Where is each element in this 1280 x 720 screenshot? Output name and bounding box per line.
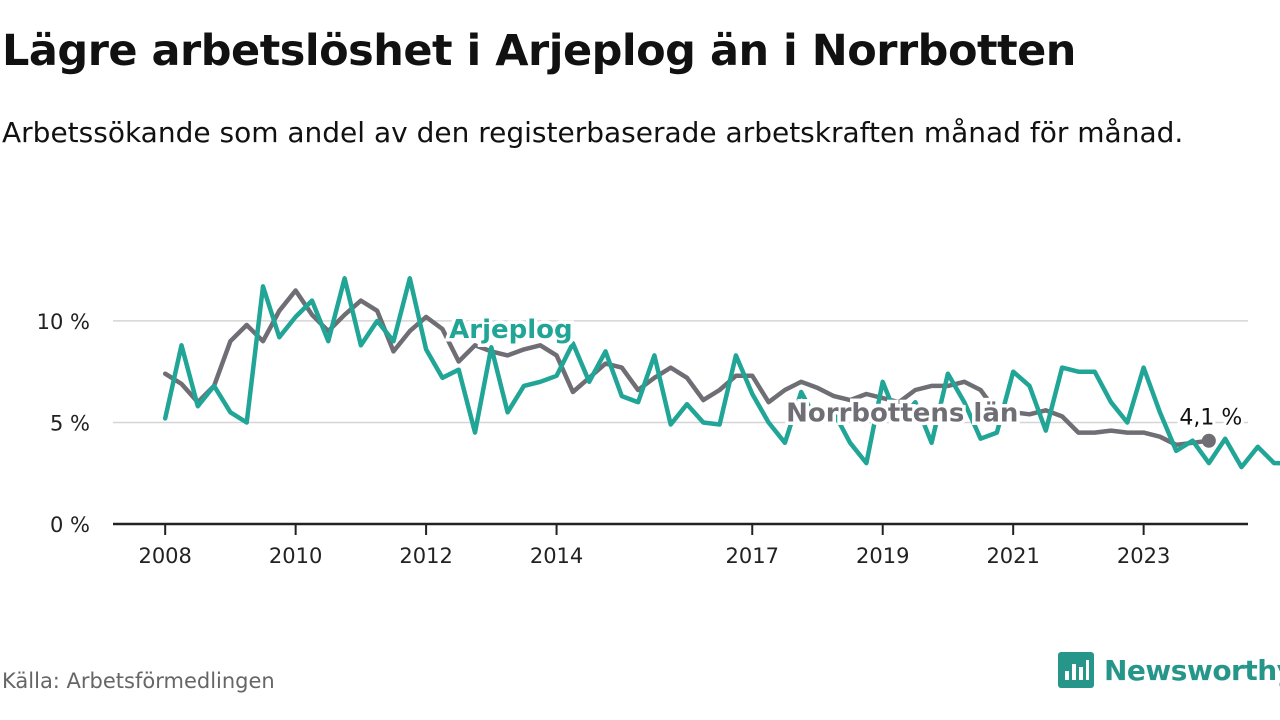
x-tick-label: 2019: [856, 544, 909, 568]
x-tick-label: 2021: [986, 544, 1039, 568]
x-tick-label: 2014: [530, 544, 583, 568]
newsworthy-logo-icon: [1058, 652, 1094, 688]
brand-logo: Newsworthy: [1058, 652, 1280, 688]
source-note: Källa: Arbetsförmedlingen: [2, 669, 275, 693]
chart-title: Lägre arbetslöshet i Arjeplog än i Norrb…: [2, 26, 1076, 76]
grid-layer: 0 % 5 % 10 % 2008 2010 2012 2014 2017 2019 2021 20…: [37, 310, 1248, 568]
series-line-norrbottens-ln: [162, 288, 1212, 448]
series-end-marker: [1201, 433, 1216, 448]
y-tick-label: 5 %: [50, 411, 90, 435]
series-line-arjeplog: [162, 276, 1280, 470]
x-tick-label: 2017: [726, 544, 779, 568]
x-tick-label: 2023: [1117, 544, 1170, 568]
x-tick-label: 2012: [399, 544, 452, 568]
chart-subtitle: Arbetssökande som andel av den registerb…: [2, 116, 1184, 149]
brand-name: Newsworthy: [1104, 653, 1280, 687]
series-end-label: 4,1 %: [1179, 406, 1242, 431]
y-tick-label: 0 %: [50, 513, 90, 537]
series-annotation: Arjeplog: [449, 315, 573, 345]
y-tick-label: 10 %: [37, 310, 90, 334]
x-tick-label: 2010: [269, 544, 322, 568]
x-tick-label: 2008: [138, 544, 191, 568]
series-annotation: Norrbottens län: [786, 398, 1018, 428]
line-layer: [162, 276, 1280, 470]
